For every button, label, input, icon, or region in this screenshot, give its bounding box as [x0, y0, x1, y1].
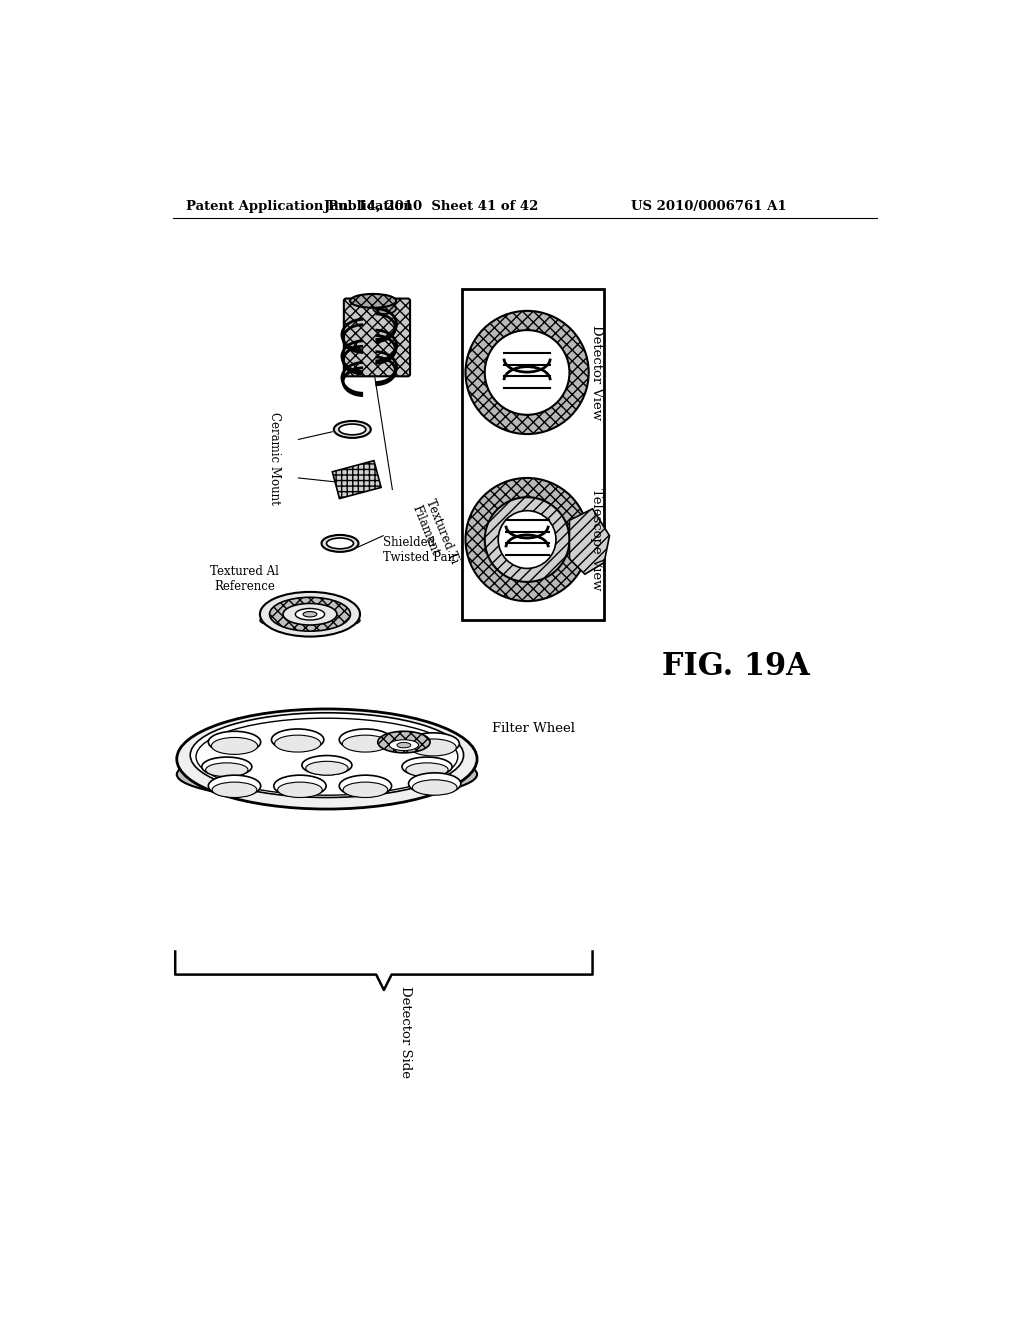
Ellipse shape — [273, 775, 326, 797]
Polygon shape — [569, 508, 609, 574]
Ellipse shape — [260, 591, 360, 636]
Ellipse shape — [339, 424, 366, 434]
Ellipse shape — [342, 735, 388, 752]
Text: Patent Application Publication: Patent Application Publication — [186, 201, 413, 214]
Ellipse shape — [206, 763, 248, 776]
Ellipse shape — [274, 735, 321, 752]
Text: Shielded
Twisted Pair: Shielded Twisted Pair — [383, 536, 457, 564]
Ellipse shape — [402, 758, 452, 776]
Ellipse shape — [406, 763, 449, 776]
Bar — [462, 289, 604, 620]
Ellipse shape — [208, 731, 261, 752]
Ellipse shape — [334, 421, 371, 438]
Ellipse shape — [278, 781, 323, 797]
Text: Textured Ti
Filament: Textured Ti Filament — [410, 498, 461, 572]
Ellipse shape — [378, 731, 430, 752]
Ellipse shape — [211, 738, 258, 755]
Text: US 2010/0006761 A1: US 2010/0006761 A1 — [631, 201, 786, 214]
Text: Detector View: Detector View — [590, 325, 603, 420]
Ellipse shape — [283, 603, 337, 626]
Ellipse shape — [466, 478, 589, 601]
Ellipse shape — [271, 729, 324, 751]
Ellipse shape — [484, 330, 569, 414]
Text: Ceramic Mount: Ceramic Mount — [267, 412, 281, 506]
Ellipse shape — [397, 742, 411, 748]
Ellipse shape — [327, 539, 353, 549]
Text: Textured Al
Reference: Textured Al Reference — [210, 565, 279, 594]
Bar — [333, 461, 381, 499]
Ellipse shape — [466, 312, 589, 434]
Ellipse shape — [407, 733, 460, 755]
Ellipse shape — [484, 498, 569, 582]
Text: Telescope View: Telescope View — [590, 488, 603, 591]
Ellipse shape — [302, 755, 352, 775]
Ellipse shape — [339, 775, 391, 797]
Ellipse shape — [339, 729, 391, 751]
Ellipse shape — [306, 762, 348, 775]
Ellipse shape — [413, 780, 457, 795]
Text: FIG. 19A: FIG. 19A — [662, 651, 810, 682]
Text: Filter Wheel: Filter Wheel — [493, 722, 575, 735]
FancyBboxPatch shape — [344, 298, 410, 376]
Ellipse shape — [177, 748, 477, 800]
Ellipse shape — [260, 612, 360, 628]
Ellipse shape — [410, 739, 457, 756]
Ellipse shape — [322, 535, 358, 552]
Ellipse shape — [295, 609, 325, 620]
Text: Jan. 14, 2010  Sheet 41 of 42: Jan. 14, 2010 Sheet 41 of 42 — [324, 201, 538, 214]
Ellipse shape — [177, 709, 477, 809]
Ellipse shape — [212, 781, 257, 797]
Ellipse shape — [190, 713, 464, 797]
Ellipse shape — [303, 611, 316, 616]
Text: Detector Side: Detector Side — [399, 986, 413, 1078]
Ellipse shape — [202, 758, 252, 776]
Ellipse shape — [409, 774, 461, 795]
Ellipse shape — [350, 294, 396, 308]
Ellipse shape — [373, 304, 396, 314]
Ellipse shape — [343, 781, 388, 797]
Ellipse shape — [389, 739, 419, 751]
Ellipse shape — [499, 511, 556, 569]
Ellipse shape — [269, 597, 350, 631]
Ellipse shape — [208, 775, 261, 797]
Ellipse shape — [196, 718, 458, 795]
